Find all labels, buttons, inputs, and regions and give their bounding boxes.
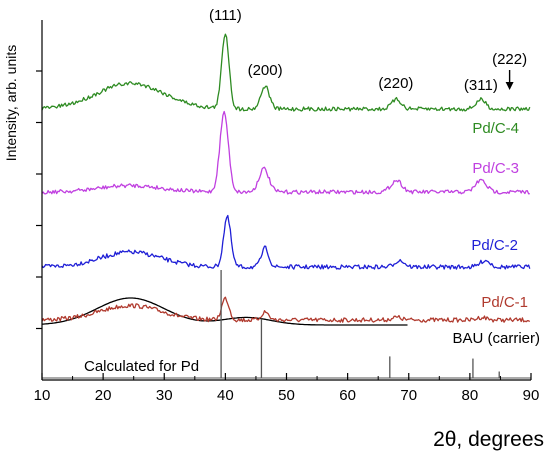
reference-label: Calculated for Pd	[84, 358, 199, 375]
series-labels-group: BAU (carrier) Pd/C-1 Pd/C-2 Pd/C-3 Pd/C-4	[452, 120, 540, 347]
series-line-bau-carrier	[41, 297, 408, 326]
series-label-pd-c-1: Pd/C-1	[481, 294, 528, 311]
peak-label: (311)	[464, 77, 498, 94]
series-line-pd-c-4	[41, 33, 531, 112]
peak-arrow-head	[505, 82, 514, 90]
x-tick-label: 90	[523, 387, 540, 404]
series-line-pd-c-3	[41, 110, 530, 195]
peak-label: (200)	[248, 62, 283, 79]
x-tick-label: 20	[95, 387, 112, 404]
x-tick-label: 70	[400, 387, 417, 404]
x-ticks-group: 10 20 30 40 50 60 70 80 90	[34, 373, 540, 404]
peak-label: (111)	[209, 7, 242, 24]
peak-label: (222)	[492, 51, 527, 68]
series-label-pd-c-4: Pd/C-4	[472, 120, 519, 137]
series-line-pd-c-1	[41, 296, 531, 323]
series-label-pd-c-3: Pd/C-3	[472, 160, 519, 177]
y-ticks-group	[36, 70, 42, 330]
x-tick-label: 50	[278, 387, 295, 404]
reference-lines-group: Calculated for Pd	[42, 270, 531, 379]
x-axis-title: 2θ, degrees	[433, 428, 544, 451]
x-tick-label: 30	[156, 387, 173, 404]
series-line-pd-c-2	[41, 214, 531, 270]
x-tick-label: 10	[34, 387, 51, 404]
axes-group	[41, 20, 531, 381]
peak-label: (220)	[378, 75, 413, 92]
y-axis-title: Intensity, arb. units	[3, 45, 19, 161]
x-tick-label: 40	[217, 387, 234, 404]
x-tick-label: 60	[339, 387, 356, 404]
series-group	[41, 33, 531, 326]
series-label-bau-carrier: BAU (carrier)	[452, 330, 540, 347]
series-label-pd-c-2: Pd/C-2	[471, 237, 518, 254]
x-tick-label: 80	[462, 387, 479, 404]
peak-labels-group: (111) (200) (220) (311) (222)	[209, 7, 527, 94]
